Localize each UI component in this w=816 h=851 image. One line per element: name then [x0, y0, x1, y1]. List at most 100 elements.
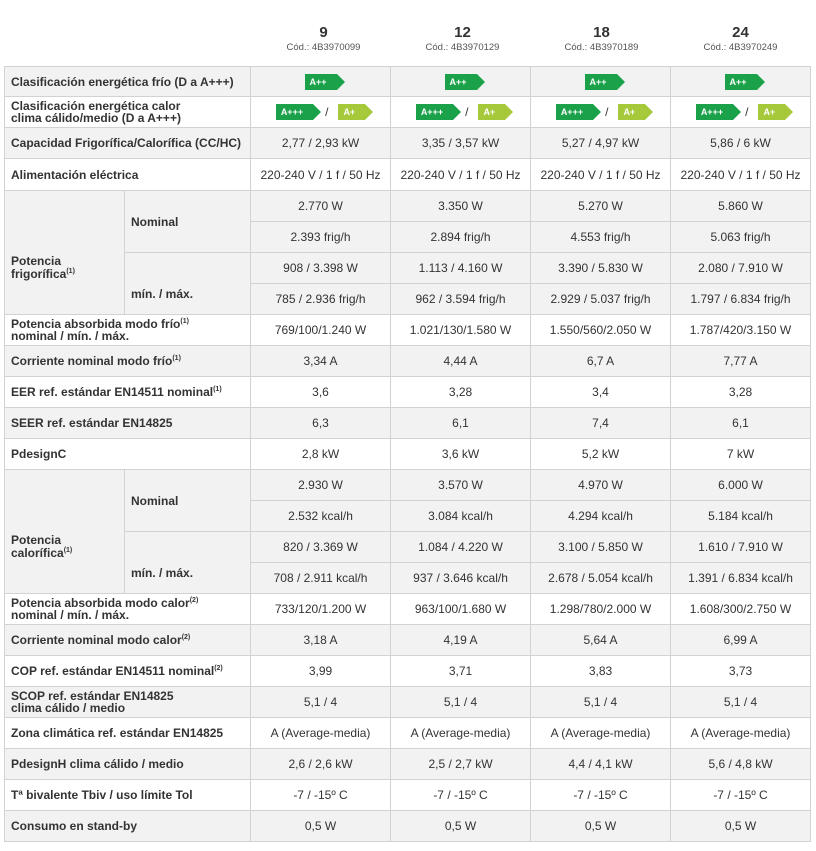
- value-cell: 3,35 / 3,57 kW: [390, 127, 532, 159]
- group-label-text: Potencia frigorífica: [11, 253, 67, 281]
- value-cell: 6.000 W: [670, 469, 812, 501]
- energy-badge-cell: A+++ / A+: [390, 96, 532, 128]
- value-cell: 2.678 / 5.054 kcal/h: [530, 562, 672, 594]
- energy-class-badge: A+: [618, 104, 653, 120]
- value-cell: 4.553 frig/h: [530, 221, 672, 253]
- row-label: Potencia absorbida modo calor(2) nominal …: [3, 593, 252, 625]
- value-cell: 7 kW: [670, 438, 812, 470]
- value-cell: 5,1 / 4: [390, 686, 532, 718]
- value-cell: 0,5 W: [390, 810, 532, 842]
- value-cell: 2,6 / 2,6 kW: [250, 748, 392, 780]
- value-cell: 220-240 V / 1 f / 50 Hz: [670, 158, 812, 191]
- value-cell: 2.894 frig/h: [390, 221, 532, 253]
- value-cell: 7,4: [530, 407, 672, 439]
- row-label-text: EER ref. estándar EN14511 nominal: [11, 385, 214, 399]
- value-cell: -7 / -15º C: [390, 779, 532, 811]
- value-cell: 1.787/420/3.150 W: [670, 314, 812, 346]
- energy-badge-cell: A+++ / A+: [670, 96, 812, 128]
- value-cell: 3.390 / 5.830 W: [530, 252, 672, 284]
- sub-label-minmax: mín. / máx.: [123, 531, 252, 594]
- model-code: Cód.: 4B3970249: [703, 42, 778, 53]
- sub-label-nominal: Nominal: [123, 469, 252, 532]
- value-cell: 2.930 W: [250, 469, 392, 501]
- value-cell: 5.184 kcal/h: [670, 500, 812, 532]
- value-cell: 220-240 V / 1 f / 50 Hz: [250, 158, 392, 191]
- value-cell: 3,28: [390, 376, 532, 408]
- row-label-text: Corriente nominal modo frío: [11, 354, 173, 368]
- row-label-line: nominal / mín. / máx.: [11, 608, 130, 622]
- value-cell: 7,77 A: [670, 345, 812, 377]
- energy-class-badge: A+++: [415, 104, 462, 120]
- row-label: PdesignH clima cálido / medio: [3, 748, 252, 780]
- row-corr-frio: Corriente nominal modo frío(1) 3,34 A 4,…: [3, 345, 812, 377]
- value-cell: 4.970 W: [530, 469, 672, 501]
- energy-class-badge: A++: [304, 73, 345, 90]
- value-cell: 2.393 frig/h: [250, 221, 392, 253]
- value-text: 1.550/560/2.050 W: [549, 323, 652, 337]
- value-cell: 6,1: [390, 407, 532, 439]
- row-label-line: clima cálido / medio: [11, 701, 126, 715]
- model-code: Cód.: 4B3970189: [564, 42, 639, 53]
- row-corr-calor: Corriente nominal modo calor(2) 3,18 A 4…: [3, 624, 812, 656]
- value-cell: A (Average-media): [390, 717, 532, 749]
- model-number: 18: [593, 24, 610, 41]
- value-cell: 2.929 / 5.037 frig/h: [530, 283, 672, 315]
- value-cell: 3,34 A: [250, 345, 392, 377]
- value-cell: 962 / 3.594 frig/h: [390, 283, 532, 315]
- footnote-marker: (1): [180, 318, 189, 325]
- row-label: Alimentación eléctrica: [3, 158, 252, 191]
- row-label: Tª bivalente Tbiv / uso límite Tol: [3, 779, 252, 811]
- value-cell: A (Average-media): [250, 717, 392, 749]
- footnote-marker: (1): [213, 386, 222, 393]
- footnote-marker: (2): [181, 634, 191, 641]
- row-pot-cal-nominal-k: 2.532 kcal/h 3.084 kcal/h 4.294 kcal/h 5…: [5, 500, 812, 532]
- row-label: COP ref. estándar EN14511 nominal(2): [3, 655, 252, 687]
- value-cell: 5,2 kW: [530, 438, 672, 470]
- value-cell: -7 / -15º C: [530, 779, 672, 811]
- energy-class-badge: A++: [444, 73, 485, 90]
- value-cell: 6,7 A: [530, 345, 672, 377]
- row-label-line: Potencia absorbida modo calor: [11, 596, 190, 610]
- value-cell: 5,86 / 6 kW: [670, 127, 812, 159]
- separator: /: [605, 105, 609, 119]
- value-cell: 1.550/560/2.050 W: [530, 314, 672, 346]
- row-energy-cold: Clasificación energética frío (D a A+++)…: [3, 66, 812, 97]
- value-cell: 733/120/1.200 W: [250, 593, 392, 625]
- value-cell: 3,73: [670, 655, 812, 687]
- energy-class-badge: A+: [758, 104, 793, 120]
- value-cell: 6,99 A: [670, 624, 812, 656]
- row-tbiv: Tª bivalente Tbiv / uso límite Tol -7 / …: [3, 779, 812, 811]
- row-scop: SCOP ref. estándar EN14825 clima cálido /…: [3, 686, 812, 718]
- row-label: SEER ref. estándar EN14825: [3, 407, 252, 439]
- row-label-line: Potencia absorbida modo frío: [11, 317, 181, 331]
- value-cell: 963/100/1.680 W: [390, 593, 532, 625]
- model-number: 12: [454, 24, 471, 41]
- value-cell: 5,1 / 4: [530, 686, 672, 718]
- value-cell: 4,4 / 4,1 kW: [530, 748, 672, 780]
- value-cell: 3,18 A: [250, 624, 392, 656]
- row-label: Capacidad Frigorífica/Calorífica (CC/HC): [3, 127, 252, 159]
- row-label-line: Clasificación energética calor: [11, 99, 181, 113]
- energy-class-badge: A+: [478, 104, 513, 120]
- value-cell: 2,77 / 2,93 kW: [250, 127, 392, 159]
- row-label-text: COP ref. estándar EN14511 nominal: [11, 664, 215, 678]
- energy-class-badge: A+++: [695, 104, 742, 120]
- separator: /: [745, 105, 749, 119]
- value-cell: 5,27 / 4,97 kW: [530, 127, 672, 159]
- group-label: Potencia frigorífica(1): [4, 190, 125, 315]
- energy-class-badge: A+++: [555, 104, 602, 120]
- value-cell: 2,5 / 2,7 kW: [390, 748, 532, 780]
- value-cell: 1.298/780/2.000 W: [530, 593, 672, 625]
- row-pot-cal-minmax-w: mín. / máx. 820 / 3.369 W 1.084 / 4.220 …: [5, 531, 812, 594]
- model-column-header: 12 Cód.: 4B3970129: [393, 24, 532, 54]
- footnote-marker: (2): [189, 597, 199, 604]
- value-cell: 1.608/300/2.750 W: [670, 593, 812, 625]
- row-abs-calor: Potencia absorbida modo calor(2) nominal …: [3, 593, 812, 625]
- row-pot-frig-nominal-f: 2.393 frig/h 2.894 frig/h 4.553 frig/h 5…: [5, 221, 812, 253]
- value-cell: 1.797 / 6.834 frig/h: [670, 283, 812, 315]
- value-cell: 0,5 W: [250, 810, 392, 842]
- model-header: 9 Cód.: 4B3970099 12 Cód.: 4B3970129 18 …: [0, 0, 816, 66]
- value-cell: 2.080 / 7.910 W: [670, 252, 812, 284]
- row-pot-cal-nominal-w: Potencia calorífica(1) Nominal 2.930 W 3…: [4, 469, 812, 594]
- value-cell: 3,6 kW: [390, 438, 532, 470]
